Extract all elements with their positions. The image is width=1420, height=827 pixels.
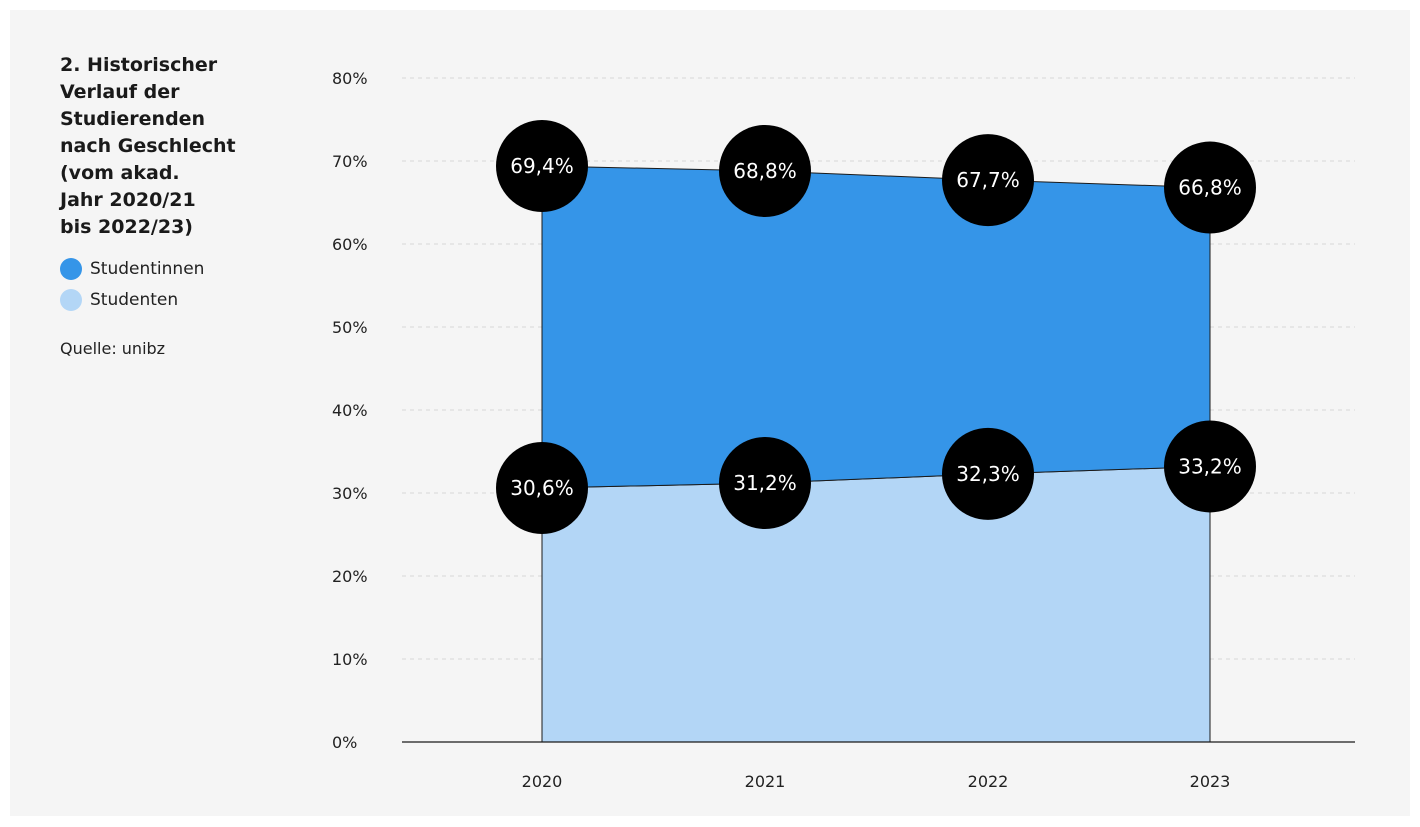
title-line: Jahr 2020/21 <box>60 189 196 211</box>
title-line: bis 2022/23) <box>60 216 193 238</box>
x-tick-label: 2021 <box>745 772 786 791</box>
chart-title: 2. Historischer Verlauf der Studierenden… <box>60 52 270 241</box>
y-tick-label: 80% <box>332 69 368 88</box>
legend-swatch-studentinnen <box>60 257 82 280</box>
data-label-studentinnen-bubble <box>942 134 1034 227</box>
data-label-studentinnen-bubble <box>496 119 588 212</box>
data-label-studenten-bubble <box>496 442 588 535</box>
data-label-studenten-label: 32,3% <box>956 462 1020 486</box>
data-label-studenten-bubble <box>1164 420 1256 513</box>
data-label-studenten-label: 30,6% <box>510 476 574 500</box>
y-tick-label: 0% <box>332 733 357 752</box>
x-tick-label: 2023 <box>1190 772 1231 791</box>
y-tick-label: 50% <box>332 318 368 337</box>
data-label-studentinnen-bubble <box>1164 141 1256 234</box>
legend-item-studenten[interactable]: Studenten <box>60 284 270 315</box>
y-tick-label: 10% <box>332 650 368 669</box>
x-tick-label: 2020 <box>522 772 563 791</box>
source-note: Quelle: unibz <box>60 339 166 358</box>
data-label-studentinnen-bubble <box>719 124 811 217</box>
y-tick-label: 30% <box>332 484 368 503</box>
y-tick-label: 60% <box>332 235 368 254</box>
legend: Studentinnen Studenten <box>60 253 270 315</box>
title-line: Verlauf der <box>60 81 180 103</box>
x-tick-label: 2022 <box>968 772 1009 791</box>
data-label-studenten-label: 33,2% <box>1178 454 1242 478</box>
title-line: 2. Historischer <box>60 54 218 76</box>
legend-item-studentinnen[interactable]: Studentinnen <box>60 253 270 284</box>
title-line: (vom akad. <box>60 162 180 184</box>
data-label-studentinnen-label: 68,8% <box>733 159 797 183</box>
data-label-studenten-bubble <box>942 427 1034 520</box>
data-label-studentinnen-label: 67,7% <box>956 168 1020 192</box>
title-line: Studierenden <box>60 108 206 130</box>
data-label-studentinnen-label: 66,8% <box>1178 176 1242 200</box>
y-tick-label: 40% <box>332 401 368 420</box>
y-tick-label: 70% <box>332 152 368 171</box>
title-line: nach Geschlecht <box>60 135 236 157</box>
data-label-studenten-bubble <box>719 437 811 530</box>
area-studentinnen <box>541 165 1211 489</box>
data-label-studenten-label: 31,2% <box>733 471 797 495</box>
legend-label: Studentinnen <box>90 258 205 279</box>
area-studenten <box>541 465 1211 743</box>
data-label-studentinnen-label: 69,4% <box>510 154 574 178</box>
y-tick-label: 20% <box>332 567 368 586</box>
legend-label: Studenten <box>90 289 179 310</box>
sidebar: 2. Historischer Verlauf der Studierenden… <box>60 52 270 358</box>
legend-swatch-studenten <box>60 288 82 311</box>
